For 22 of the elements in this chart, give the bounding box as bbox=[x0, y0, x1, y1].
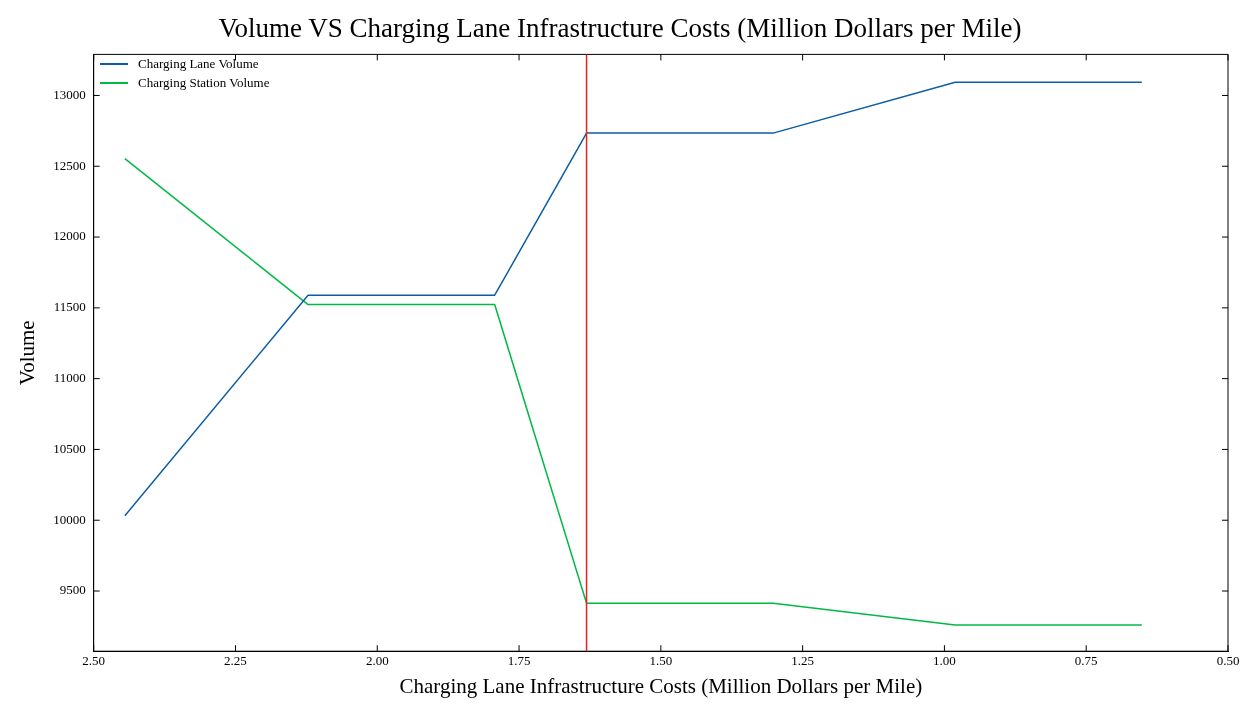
x-tick-label: 1.00 bbox=[933, 653, 956, 669]
y-tick-label: 11500 bbox=[53, 299, 86, 315]
x-tick-label: 2.00 bbox=[365, 653, 389, 669]
x-axis-title: Charging Lane Infrastructure Costs (Million Dollars per Mile) bbox=[399, 673, 923, 698]
y-axis-title: Volume bbox=[15, 320, 40, 386]
x-tick-label: 0.75 bbox=[1074, 653, 1098, 669]
y-tick-label: 12000 bbox=[53, 228, 86, 244]
y-tick-label: 12500 bbox=[53, 157, 86, 173]
x-tick-label: 2.50 bbox=[82, 653, 106, 669]
x-tick-label: 1.50 bbox=[649, 653, 673, 669]
legend-label: Charging Lane Volume bbox=[138, 55, 259, 73]
y-tick-label: 11000 bbox=[53, 370, 86, 386]
y-tick-label: 10000 bbox=[53, 511, 86, 527]
x-tick-label: 0.50 bbox=[1216, 653, 1240, 669]
legend-label: Charging Station Volume bbox=[138, 74, 270, 92]
y-tick-label: 13000 bbox=[53, 86, 86, 102]
chart-title: Volume VS Charging Lane Infrastructure Costs (Million Dollars per Mile) bbox=[218, 13, 1022, 44]
y-tick-label: 9500 bbox=[59, 582, 86, 598]
x-tick-label: 1.25 bbox=[791, 653, 815, 669]
x-tick-label: 2.25 bbox=[224, 653, 247, 669]
y-tick-label: 10500 bbox=[53, 440, 86, 456]
x-tick-label: 1.75 bbox=[507, 653, 531, 669]
